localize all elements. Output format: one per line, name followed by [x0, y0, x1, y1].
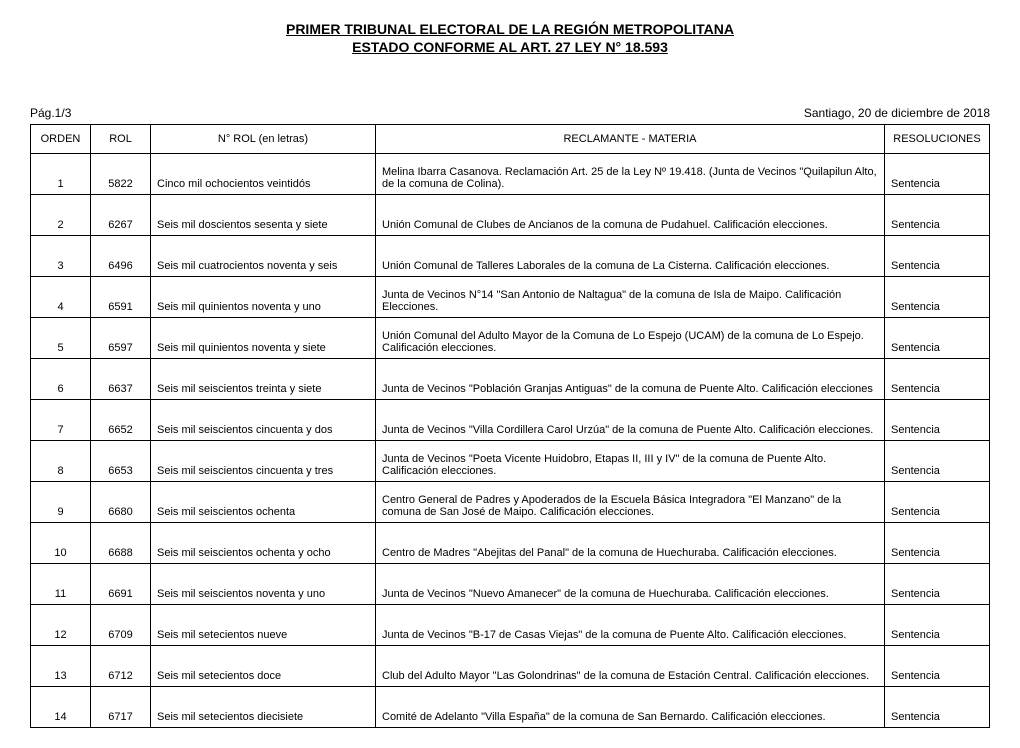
cell-orden: 14: [31, 687, 91, 728]
cell-resolucion: Sentencia: [885, 564, 990, 605]
cell-rol-letras: Seis mil setecientos doce: [151, 646, 376, 687]
cell-rol-letras: Cinco mil ochocientos veintidós: [151, 154, 376, 195]
table-row: 76652Seis mil seiscientos cincuenta y do…: [31, 400, 990, 441]
data-table: ORDEN ROL N° ROL (en letras) RECLAMANTE …: [30, 124, 990, 728]
cell-rol: 6691: [91, 564, 151, 605]
cell-resolucion: Sentencia: [885, 195, 990, 236]
table-header-row: ORDEN ROL N° ROL (en letras) RECLAMANTE …: [31, 125, 990, 154]
cell-orden: 2: [31, 195, 91, 236]
cell-rol-letras: Seis mil setecientos nueve: [151, 605, 376, 646]
cell-orden: 11: [31, 564, 91, 605]
cell-resolucion: Sentencia: [885, 236, 990, 277]
cell-rol-letras: Seis mil quinientos noventa y uno: [151, 277, 376, 318]
cell-materia: Club del Adulto Mayor "Las Golondrinas" …: [376, 646, 885, 687]
cell-resolucion: Sentencia: [885, 605, 990, 646]
cell-orden: 6: [31, 359, 91, 400]
cell-rol: 6717: [91, 687, 151, 728]
cell-resolucion: Sentencia: [885, 154, 990, 195]
cell-orden: 5: [31, 318, 91, 359]
cell-materia: Junta de Vecinos "Nuevo Amanecer" de la …: [376, 564, 885, 605]
table-row: 106688Seis mil seiscientos ochenta y och…: [31, 523, 990, 564]
table-row: 116691Seis mil seiscientos noventa y uno…: [31, 564, 990, 605]
page-number: Pág.1/3: [30, 106, 71, 120]
col-orden: ORDEN: [31, 125, 91, 154]
title-line-1: PRIMER TRIBUNAL ELECTORAL DE LA REGIÓN M…: [286, 21, 734, 37]
cell-materia: Unión Comunal de Clubes de Ancianos de l…: [376, 195, 885, 236]
cell-resolucion: Sentencia: [885, 646, 990, 687]
cell-materia: Centro General de Padres y Apoderados de…: [376, 482, 885, 523]
cell-rol: 6680: [91, 482, 151, 523]
table-row: 36496Seis mil cuatrocientos noventa y se…: [31, 236, 990, 277]
cell-materia: Junta de Vecinos "Población Granjas Anti…: [376, 359, 885, 400]
cell-orden: 4: [31, 277, 91, 318]
cell-rol-letras: Seis mil setecientos diecisiete: [151, 687, 376, 728]
table-row: 146717Seis mil setecientos diecisieteCom…: [31, 687, 990, 728]
cell-orden: 10: [31, 523, 91, 564]
cell-resolucion: Sentencia: [885, 482, 990, 523]
cell-rol: 6652: [91, 400, 151, 441]
cell-orden: 1: [31, 154, 91, 195]
col-rol: ROL: [91, 125, 151, 154]
table-row: 96680Seis mil seiscientos ochentaCentro …: [31, 482, 990, 523]
cell-orden: 12: [31, 605, 91, 646]
cell-orden: 3: [31, 236, 91, 277]
table-row: 26267Seis mil doscientos sesenta y siete…: [31, 195, 990, 236]
cell-rol: 6653: [91, 441, 151, 482]
cell-rol-letras: Seis mil seiscientos cincuenta y dos: [151, 400, 376, 441]
table-row: 66637Seis mil seiscientos treinta y siet…: [31, 359, 990, 400]
cell-resolucion: Sentencia: [885, 523, 990, 564]
cell-materia: Unión Comunal de Talleres Laborales de l…: [376, 236, 885, 277]
cell-materia: Comité de Adelanto "Villa España" de la …: [376, 687, 885, 728]
cell-rol: 6637: [91, 359, 151, 400]
cell-materia: Junta de Vecinos "B-17 de Casas Viejas" …: [376, 605, 885, 646]
cell-rol: 5822: [91, 154, 151, 195]
cell-materia: Centro de Madres "Abejitas del Panal" de…: [376, 523, 885, 564]
cell-rol-letras: Seis mil seiscientos noventa y uno: [151, 564, 376, 605]
cell-rol-letras: Seis mil doscientos sesenta y siete: [151, 195, 376, 236]
cell-rol: 6688: [91, 523, 151, 564]
cell-resolucion: Sentencia: [885, 318, 990, 359]
col-rol-letras: N° ROL (en letras): [151, 125, 376, 154]
title-line-2: ESTADO CONFORME AL ART. 27 LEY N° 18.593: [352, 39, 668, 55]
date-label: Santiago, 20 de diciembre de 2018: [804, 106, 990, 120]
col-materia: RECLAMANTE - MATERIA: [376, 125, 885, 154]
cell-materia: Junta de Vecinos "Villa Cordillera Carol…: [376, 400, 885, 441]
cell-materia: Unión Comunal del Adulto Mayor de la Com…: [376, 318, 885, 359]
meta-row: Pág.1/3 Santiago, 20 de diciembre de 201…: [30, 106, 990, 120]
cell-rol-letras: Seis mil cuatrocientos noventa y seis: [151, 236, 376, 277]
cell-rol: 6712: [91, 646, 151, 687]
cell-resolucion: Sentencia: [885, 277, 990, 318]
table-row: 136712Seis mil setecientos doceClub del …: [31, 646, 990, 687]
cell-resolucion: Sentencia: [885, 441, 990, 482]
cell-rol: 6267: [91, 195, 151, 236]
cell-rol-letras: Seis mil seiscientos cincuenta y tres: [151, 441, 376, 482]
cell-orden: 7: [31, 400, 91, 441]
cell-materia: Junta de Vecinos "Poeta Vicente Huidobro…: [376, 441, 885, 482]
table-row: 56597Seis mil quinientos noventa y siete…: [31, 318, 990, 359]
document-title: PRIMER TRIBUNAL ELECTORAL DE LA REGIÓN M…: [30, 20, 990, 56]
cell-orden: 13: [31, 646, 91, 687]
cell-materia: Melina Ibarra Casanova. Reclamación Art.…: [376, 154, 885, 195]
table-row: 15822Cinco mil ochocientos veintidósMeli…: [31, 154, 990, 195]
cell-materia: Junta de Vecinos N°14 "San Antonio de Na…: [376, 277, 885, 318]
col-resoluciones: RESOLUCIONES: [885, 125, 990, 154]
cell-rol: 6709: [91, 605, 151, 646]
cell-rol: 6597: [91, 318, 151, 359]
cell-resolucion: Sentencia: [885, 687, 990, 728]
cell-rol-letras: Seis mil seiscientos ochenta y ocho: [151, 523, 376, 564]
cell-rol-letras: Seis mil quinientos noventa y siete: [151, 318, 376, 359]
cell-rol: 6591: [91, 277, 151, 318]
cell-resolucion: Sentencia: [885, 400, 990, 441]
cell-rol-letras: Seis mil seiscientos treinta y siete: [151, 359, 376, 400]
cell-resolucion: Sentencia: [885, 359, 990, 400]
table-row: 86653Seis mil seiscientos cincuenta y tr…: [31, 441, 990, 482]
cell-rol: 6496: [91, 236, 151, 277]
table-row: 126709Seis mil setecientos nueveJunta de…: [31, 605, 990, 646]
cell-orden: 8: [31, 441, 91, 482]
cell-orden: 9: [31, 482, 91, 523]
table-row: 46591Seis mil quinientos noventa y unoJu…: [31, 277, 990, 318]
cell-rol-letras: Seis mil seiscientos ochenta: [151, 482, 376, 523]
